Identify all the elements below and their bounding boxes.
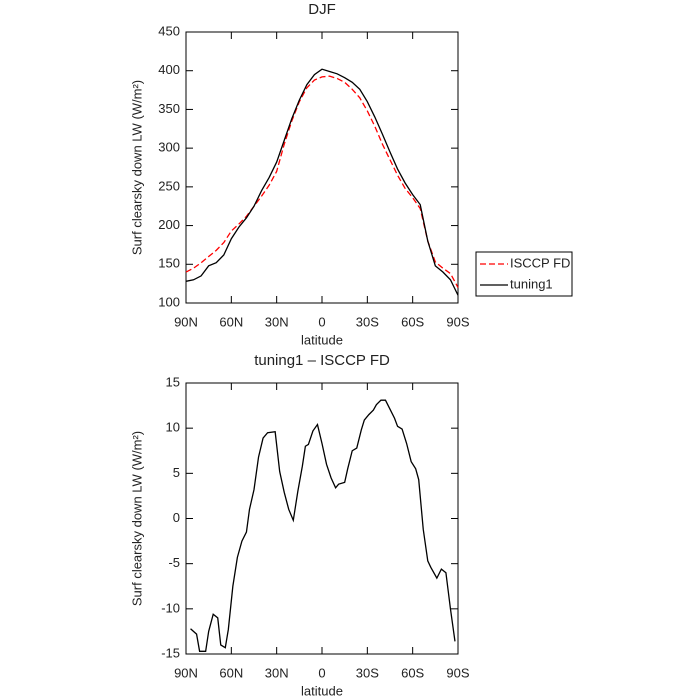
y-tick-label: 100 <box>158 294 180 309</box>
x-axis-label: latitude <box>301 683 343 698</box>
y-tick-label: -10 <box>161 600 180 615</box>
x-tick-label: 90S <box>446 314 469 329</box>
y-tick-label: 250 <box>158 178 180 193</box>
x-tick-label: 0 <box>318 314 325 329</box>
x-tick-label: 90N <box>174 665 198 680</box>
y-tick-label: 350 <box>158 101 180 116</box>
x-tick-label: 30S <box>356 314 379 329</box>
x-tick-label: 30S <box>356 665 379 680</box>
y-tick-label: -5 <box>168 555 180 570</box>
y-tick-label: 0 <box>173 510 180 525</box>
y-tick-label: 5 <box>173 465 180 480</box>
x-tick-label: 60S <box>401 314 424 329</box>
plot-frame <box>185 382 459 655</box>
y-tick-label: 400 <box>158 62 180 77</box>
legend-label: tuning1 <box>510 276 553 291</box>
x-tick-label: 30N <box>265 665 289 680</box>
x-tick-label: 90S <box>446 665 469 680</box>
plot-frame <box>185 31 459 304</box>
series-line <box>185 68 459 296</box>
y-tick-label: 300 <box>158 140 180 155</box>
y-tick-label: 200 <box>158 217 180 232</box>
x-tick-label: 90N <box>174 314 198 329</box>
y-tick-label: 150 <box>158 256 180 271</box>
chart-title: DJF <box>308 1 336 18</box>
y-tick-label: 450 <box>158 23 180 38</box>
series-line <box>185 75 459 288</box>
y-tick-label: -15 <box>161 645 180 660</box>
x-tick-label: 30N <box>265 314 289 329</box>
y-axis-label: Surf clearsky down LW (W/m²) <box>129 80 144 255</box>
series-line <box>190 399 456 652</box>
legend-label: ISCCP FD <box>510 255 570 270</box>
x-tick-label: 60N <box>219 314 243 329</box>
x-tick-label: 0 <box>318 665 325 680</box>
y-axis-label: Surf clearsky down LW (W/m²) <box>129 431 144 606</box>
y-tick-label: 15 <box>166 374 180 389</box>
legend-box <box>475 251 573 297</box>
y-tick-label: 10 <box>166 420 180 435</box>
chart-title: tuning1 – ISCCP FD <box>254 352 390 369</box>
x-axis-label: latitude <box>301 332 343 347</box>
x-tick-label: 60S <box>401 665 424 680</box>
x-tick-label: 60N <box>219 665 243 680</box>
